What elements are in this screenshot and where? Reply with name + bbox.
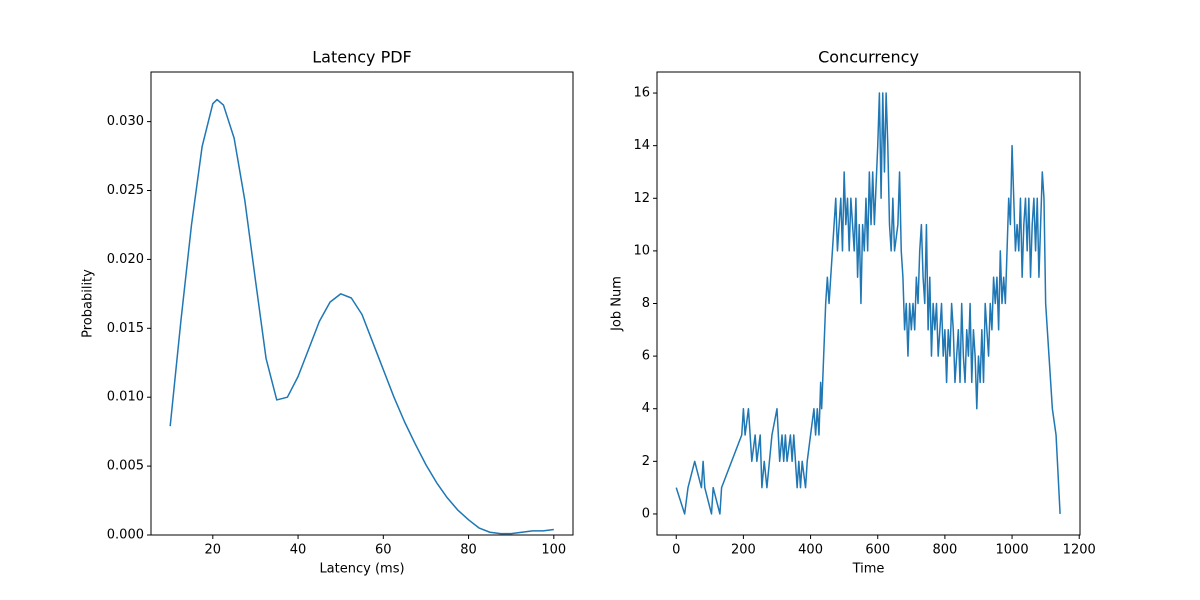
y-tick-label: 0.020 [107, 252, 144, 267]
data-line [169, 98, 554, 535]
y-tick-label: 0.000 [107, 528, 144, 543]
x-tick-label: 800 [932, 543, 957, 558]
y-tick-label: 14 [633, 138, 650, 153]
x-tick-label: 80 [460, 543, 477, 558]
y-tick-label: 16 [633, 86, 650, 101]
x-axis-label: Latency (ms) [319, 562, 404, 577]
x-axis-label: Time [852, 562, 885, 577]
y-tick-label: 2 [642, 454, 650, 469]
axes-frame [150, 71, 574, 536]
y-tick-label: 0.030 [107, 114, 144, 129]
x-tick-label: 1000 [996, 543, 1029, 558]
x-tick-label: 60 [375, 543, 392, 558]
y-tick-label: 10 [633, 243, 650, 258]
x-tick-label: 100 [541, 543, 566, 558]
y-tick-label: 4 [642, 401, 650, 416]
chart-title: Concurrency [818, 48, 919, 67]
y-tick-label: 6 [642, 349, 650, 364]
y-tick-label: 0.015 [107, 321, 144, 336]
x-tick-label: 20 [205, 543, 222, 558]
x-tick-label: 0 [672, 543, 680, 558]
x-tick-label: 600 [865, 543, 890, 558]
x-tick-label: 400 [798, 543, 823, 558]
y-tick-label: 12 [633, 191, 650, 206]
y-tick-label: 0.025 [107, 183, 144, 198]
x-tick-label: 200 [731, 543, 756, 558]
y-tick-label: 0 [642, 506, 650, 521]
y-axis-label: Job Num [610, 276, 625, 332]
y-tick-label: 0.010 [107, 390, 144, 405]
data-line [675, 92, 1061, 515]
x-tick-label: 40 [290, 543, 307, 558]
chart-title: Latency PDF [312, 48, 412, 67]
y-axis-label: Probability [81, 269, 96, 338]
y-tick-label: 8 [642, 296, 650, 311]
axes-frame [656, 71, 1081, 536]
y-tick-label: 0.005 [107, 459, 144, 474]
x-tick-label: 1200 [1063, 543, 1096, 558]
